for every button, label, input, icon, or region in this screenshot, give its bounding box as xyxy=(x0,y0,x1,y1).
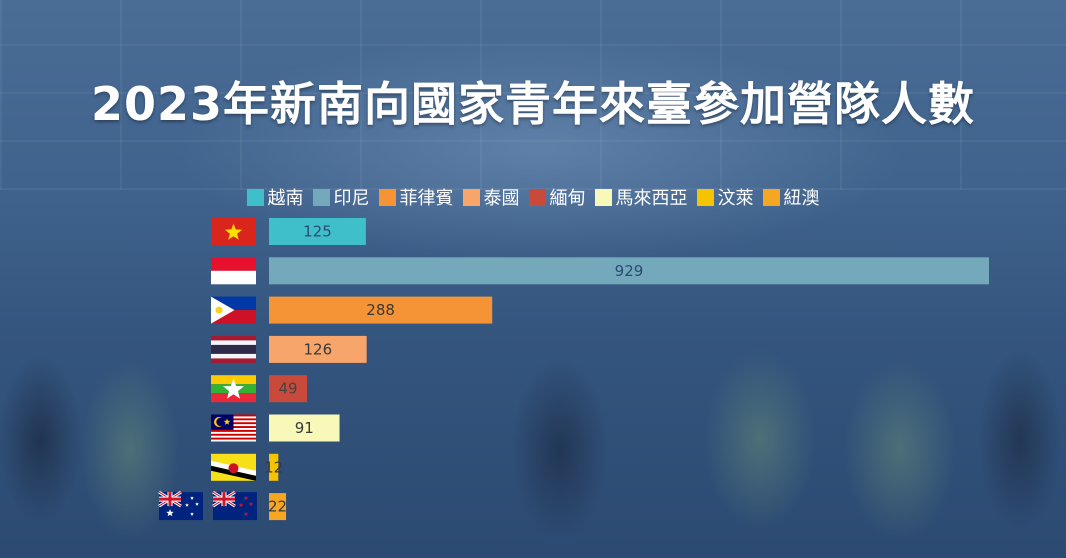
legend-swatch xyxy=(378,188,396,206)
brunei-flag-icon xyxy=(211,453,256,481)
legend-swatch xyxy=(462,188,480,206)
bar-value-label: 125 xyxy=(303,223,332,241)
myanmar-flag-icon xyxy=(211,375,256,403)
bar-value-label: 22 xyxy=(268,498,287,516)
legend-label: 汶萊 xyxy=(717,188,754,209)
chart-legend: 越南 印尼 菲律賓 泰國 緬甸 馬來西亞 汶萊 紐澳 xyxy=(0,184,1066,210)
bar-value-label: 288 xyxy=(366,301,395,319)
bar-value-label: 929 xyxy=(615,262,644,280)
legend-label: 菲律賓 xyxy=(399,188,454,209)
legend-item: 紐澳 xyxy=(762,184,820,210)
legend-item: 馬來西亞 xyxy=(594,184,688,210)
legend-label: 馬來西亞 xyxy=(615,188,688,209)
legend-swatch xyxy=(246,188,264,206)
flags-group xyxy=(158,218,257,521)
bar-value-label: 49 xyxy=(278,380,297,398)
bar-0 xyxy=(269,218,366,245)
vietnam-flag-icon xyxy=(211,218,256,245)
bar-5 xyxy=(269,414,340,442)
malaysia-flag-icon xyxy=(211,414,256,442)
legend-label: 紐澳 xyxy=(783,188,820,209)
bar-7 xyxy=(269,493,287,521)
bar-3 xyxy=(269,335,367,363)
legend-label: 印尼 xyxy=(333,188,370,209)
bars-group: 125 929 288 126 49 91 12 22 xyxy=(264,218,989,521)
new-zealand-flag-icon xyxy=(212,490,257,521)
legend-item: 菲律賓 xyxy=(378,184,454,210)
philippines-flag-icon xyxy=(211,296,256,324)
legend-swatch xyxy=(762,188,780,206)
legend-swatch xyxy=(696,188,714,206)
bar-2 xyxy=(269,296,493,324)
indonesia-flag-icon xyxy=(211,257,256,285)
background-ceiling xyxy=(0,0,1066,190)
legend-item: 印尼 xyxy=(312,184,370,210)
legend-swatch xyxy=(312,188,330,206)
australia-flag-icon xyxy=(158,490,203,521)
thailand-flag-icon xyxy=(211,335,256,363)
chart-title: 2023年新南向國家青年來臺參加營隊人數 xyxy=(90,77,976,131)
legend-item: 緬甸 xyxy=(528,184,586,210)
legend-item: 汶萊 xyxy=(696,184,754,210)
legend-item: 越南 xyxy=(246,184,304,210)
legend-swatch xyxy=(594,188,612,206)
legend-label: 泰國 xyxy=(483,188,520,209)
bar-1 xyxy=(269,257,989,285)
bar-value-label: 91 xyxy=(295,419,314,437)
legend-label: 緬甸 xyxy=(549,188,586,209)
bar-6 xyxy=(269,453,279,481)
bar-4 xyxy=(269,375,307,403)
legend-swatch xyxy=(528,188,546,206)
legend-item: 泰國 xyxy=(462,184,520,210)
legend-label: 越南 xyxy=(267,188,304,209)
bar-value-label: 12 xyxy=(264,458,283,476)
bar-value-label: 126 xyxy=(304,340,333,358)
